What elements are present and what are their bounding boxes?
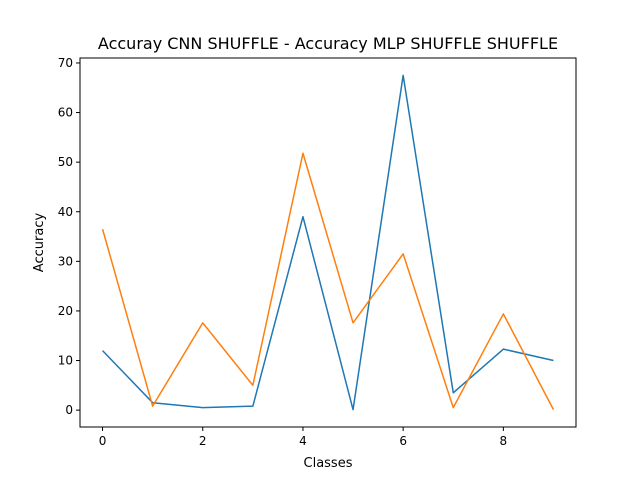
x-tick-label: 0 — [99, 434, 107, 448]
y-axis: 0 10 20 30 40 50 60 70 — [58, 56, 80, 417]
y-tick-label: 20 — [58, 304, 73, 318]
x-axis: 0 2 4 6 8 — [99, 427, 507, 448]
x-tick-label: 6 — [399, 434, 407, 448]
y-axis-label: Accuracy — [32, 213, 47, 273]
series-1-line — [102, 74, 554, 411]
x-tick-label: 2 — [199, 434, 207, 448]
y-tick-label: 70 — [58, 56, 73, 70]
x-axis-label: Classes — [304, 456, 353, 471]
y-tick-label: 40 — [58, 205, 73, 219]
chart-title: Accuray CNN SHUFFLE - Accuracy MLP SHUFF… — [98, 34, 558, 53]
series-2-line — [101, 152, 555, 410]
plot-frame — [79, 57, 577, 428]
y-tick-label: 30 — [58, 254, 73, 268]
series-layer — [101, 74, 555, 411]
x-tick-label: 4 — [299, 434, 307, 448]
y-tick-label: 10 — [58, 354, 73, 368]
y-tick-label: 0 — [65, 403, 73, 417]
y-tick-label: 50 — [58, 155, 73, 169]
y-tick-label: 60 — [58, 106, 73, 120]
x-tick-label: 8 — [500, 434, 508, 448]
